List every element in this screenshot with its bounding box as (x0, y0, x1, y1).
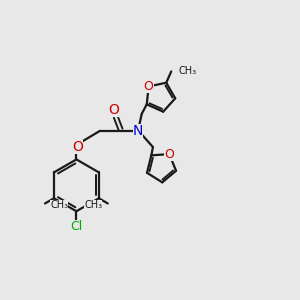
Text: Cl: Cl (70, 220, 82, 233)
Text: O: O (144, 80, 154, 93)
Text: CH₃: CH₃ (50, 200, 68, 210)
Text: O: O (108, 103, 119, 117)
Text: CH₃: CH₃ (178, 66, 197, 76)
Text: O: O (72, 140, 83, 154)
Text: CH₃: CH₃ (84, 200, 103, 210)
Text: O: O (164, 148, 174, 160)
Text: N: N (133, 124, 143, 138)
